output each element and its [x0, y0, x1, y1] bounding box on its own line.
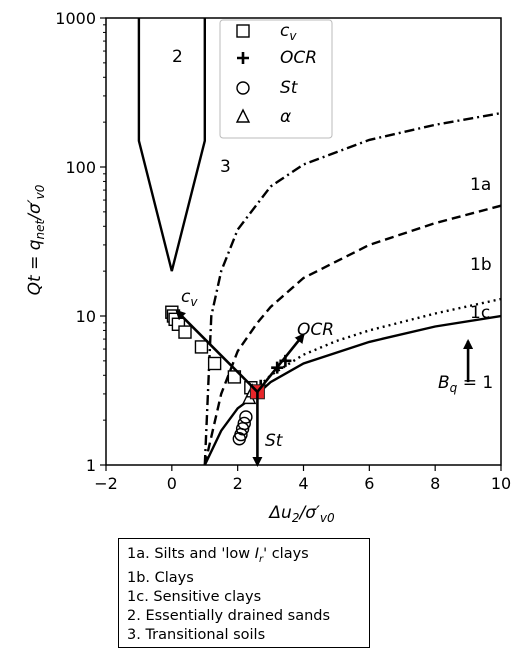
- x-tick-label: 10: [491, 474, 511, 493]
- x-axis-label: Δu2/σ′v0: [267, 503, 335, 525]
- boundary-zone-2-3-boundary: [137, 18, 207, 272]
- zone-label-3: 3: [220, 157, 231, 177]
- legend-marker-circle: [236, 81, 250, 95]
- legend-label: St: [280, 78, 299, 98]
- legend-frame: [219, 19, 333, 139]
- x-tick-label: 8: [430, 474, 440, 493]
- zone-legend-item-2: 2. Essentially drained sands: [127, 607, 331, 624]
- legend-marker-triangle: [235, 108, 251, 123]
- y-tick-label: 1000: [55, 9, 96, 28]
- arrow-label-cv: cv: [181, 287, 198, 309]
- trend-arrows: cv OCR St: [175, 287, 474, 467]
- x-tick-label: 6: [364, 474, 374, 493]
- zone-label-1a: 1a: [470, 175, 491, 195]
- y-tick-label: 10: [76, 307, 96, 326]
- legend-marker-plus: [237, 52, 249, 64]
- arrow-label-st: St: [265, 431, 284, 451]
- x-tick-label: 2: [233, 474, 243, 493]
- zone-label-1c: 1c: [470, 303, 490, 323]
- chart-svg: cv OCR St −2 0 2 4 6 8 10 1 10 100 1000 2 3 1a 1b 1c Bq =…: [25, 9, 511, 525]
- y-axis-label: Qt = qnet/σ′v0: [25, 184, 47, 295]
- arrow-c-v: [175, 309, 259, 393]
- boundary-1a: [203, 111, 501, 465]
- st-point: [239, 410, 253, 424]
- zone-legend-box: 1a. Silts and 'low Ir' clays 1b. Clays 1…: [118, 538, 370, 648]
- arrow-ocr: [256, 333, 305, 393]
- zone-legend-item-1a: 1a. Silts and 'low Ir' clays: [127, 546, 309, 565]
- zone-legend-item-3: 3. Transitional soils: [127, 626, 266, 643]
- y-tick-label: 100: [65, 158, 96, 177]
- arrow-label-ocr: OCR: [297, 320, 334, 340]
- boundary-bq-1: [203, 314, 501, 465]
- legend-label: α: [280, 107, 291, 127]
- boundary-1c: [249, 297, 501, 395]
- zone-legend-item-1c: 1c. Sensitive clays: [127, 588, 262, 605]
- boundary-1b: [203, 204, 501, 465]
- axis-ticks: −2 0 2 4 6 8 10 1 10 100 1000: [55, 9, 511, 493]
- zone-label-bq1: Bq = 1: [438, 373, 493, 395]
- x-tick-label: −2: [94, 474, 118, 493]
- legend-marker-square: [236, 24, 250, 38]
- x-tick-label: 4: [298, 474, 308, 493]
- zone-legend-item-1b: 1b. Clays: [127, 569, 194, 586]
- cv-point: [207, 356, 222, 371]
- zone-labels: 2 3 1a 1b 1c Bq = 1: [172, 47, 493, 395]
- zone-label-2: 2: [172, 47, 183, 67]
- y-tick-label: 1: [86, 456, 96, 475]
- x-tick-label: 0: [167, 474, 177, 493]
- st-point: [237, 416, 251, 431]
- zone-label-1b: 1b: [470, 255, 492, 275]
- cv-point: [178, 325, 192, 339]
- cv-point: [194, 340, 209, 354]
- data-series: [165, 305, 292, 446]
- cv-point: [227, 370, 242, 384]
- legend-label: OCR: [280, 48, 317, 68]
- boundary-lines: [137, 18, 501, 465]
